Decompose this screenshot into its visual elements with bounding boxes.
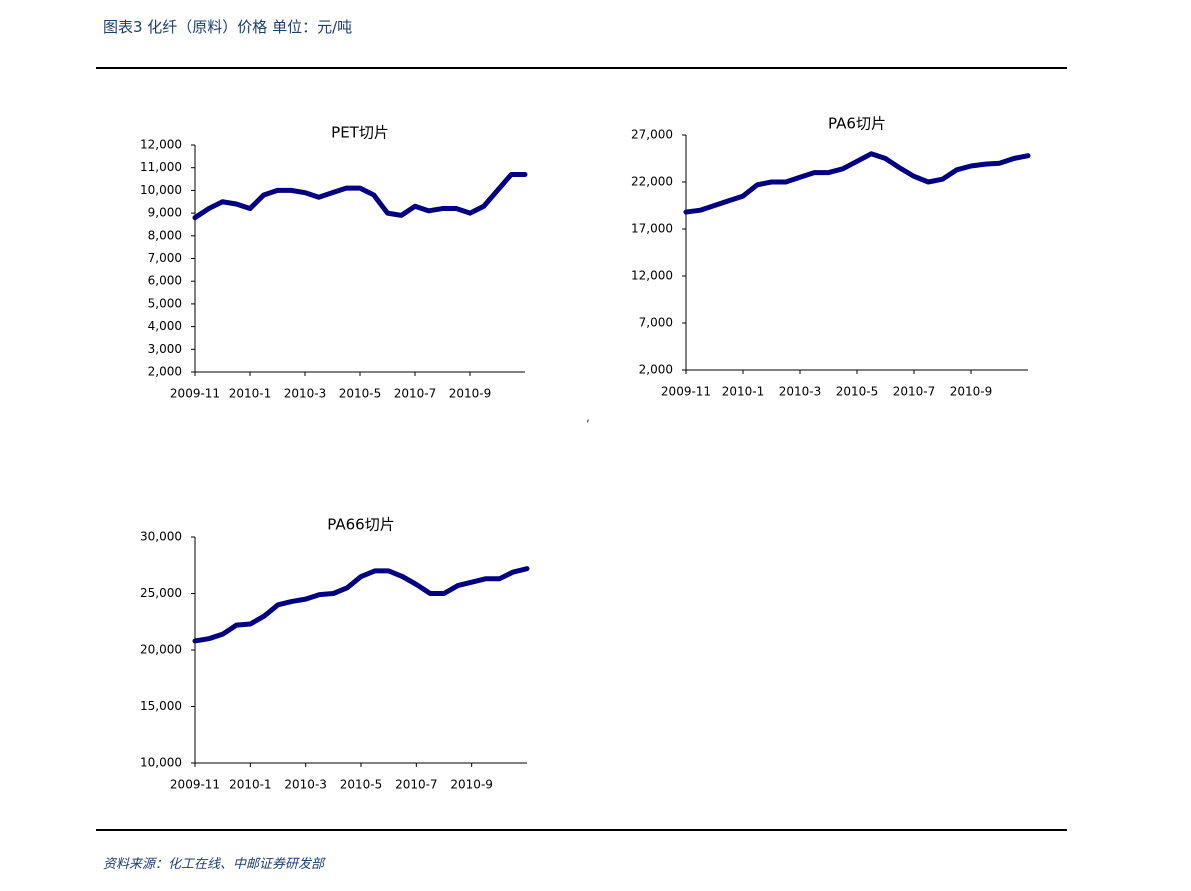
chart-title: PA66切片 [327, 516, 394, 534]
x-tick-label: 2010-1 [229, 387, 272, 401]
y-tick-label: 15,000 [140, 699, 182, 713]
y-tick-label: 9,000 [148, 206, 182, 220]
x-tick-label: 2010-3 [284, 778, 327, 792]
data-line [192, 566, 530, 644]
data-line [192, 172, 528, 221]
y-tick-label: 11,000 [140, 160, 182, 174]
x-tick-label: 2010-5 [339, 387, 382, 401]
y-tick-label: 12,000 [631, 269, 673, 283]
y-tick-label: 10,000 [140, 756, 182, 770]
y-tick-label: 8,000 [148, 228, 182, 242]
y-tick-label: 12,000 [140, 138, 182, 152]
header-title: 图表3 化纤（原料）价格 单位：元/吨 [103, 18, 353, 36]
x-tick-label: 2009-11 [661, 385, 711, 399]
x-tick-label: 2010-3 [284, 387, 327, 401]
note: , [586, 410, 590, 424]
y-tick-label: 3,000 [148, 342, 182, 356]
y-tick-label: 17,000 [631, 222, 673, 236]
x-tick-label: 2010-9 [950, 385, 993, 399]
source: 资料来源：化工在线、中邮证券研发部 [103, 857, 325, 872]
y-tick-label: 7,000 [148, 251, 182, 265]
y-tick-label: 10,000 [140, 183, 182, 197]
y-tick-label: 25,000 [140, 586, 182, 600]
header-rule [96, 67, 1067, 69]
x-tick-label: 2010-7 [394, 387, 437, 401]
x-tick-label: 2010-9 [449, 387, 492, 401]
y-tick-label: 22,000 [631, 175, 673, 189]
y-tick-label: 6,000 [148, 274, 182, 288]
y-tick-label: 4,000 [148, 319, 182, 333]
chart-title: PET切片 [331, 124, 389, 142]
data-line [683, 151, 1031, 215]
x-tick-label: 2010-7 [893, 385, 936, 399]
x-tick-label: 2010-1 [722, 385, 765, 399]
x-tick-label: 2009-11 [170, 387, 220, 401]
y-tick-label: 5,000 [148, 296, 182, 310]
x-tick-label: 2010-7 [395, 778, 438, 792]
footer-rule [96, 829, 1067, 831]
y-tick-label: 27,000 [631, 128, 673, 142]
x-tick-label: 2010-5 [836, 385, 879, 399]
y-tick-label: 2,000 [148, 365, 182, 379]
y-tick-label: 30,000 [140, 530, 182, 544]
y-tick-label: 20,000 [140, 643, 182, 657]
x-tick-label: 2009-11 [170, 778, 220, 792]
y-tick-label: 7,000 [639, 316, 673, 330]
x-tick-label: 2010-3 [779, 385, 822, 399]
y-tick-label: 2,000 [639, 363, 673, 377]
x-tick-label: 2010-5 [340, 778, 383, 792]
chart-title: PA6切片 [828, 115, 886, 133]
x-tick-label: 2010-1 [229, 778, 272, 792]
x-tick-label: 2010-9 [450, 778, 493, 792]
